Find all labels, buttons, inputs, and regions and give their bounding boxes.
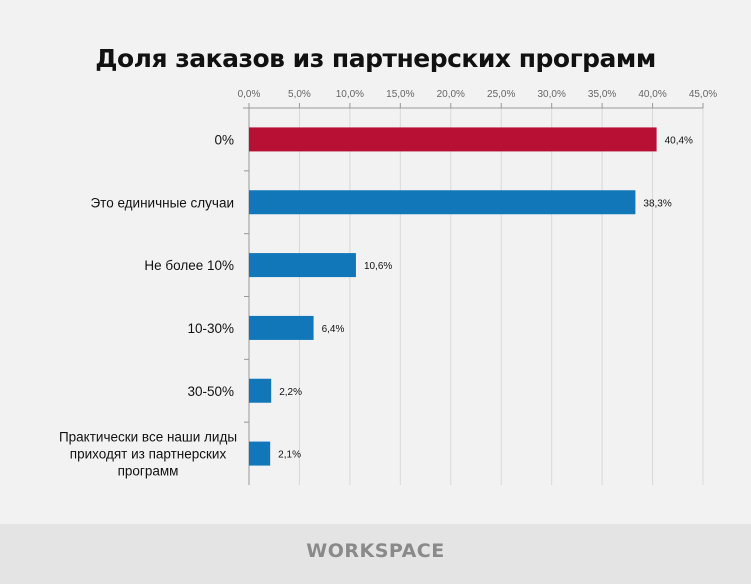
data-label: 2,1% [278,450,301,461]
x-tick-label: 15,0% [386,89,414,100]
bar-chart: 0,0% 5,0% 10,0% 15,0% 20,0% 25,0% 30,0% 35,0% 40… [59,89,717,485]
bar [249,441,271,466]
x-tick-label: 5,0% [288,89,311,100]
x-tick-label: 20,0% [437,89,465,100]
x-tick-label: 10,0% [336,89,364,100]
x-tick-label: 45,0% [689,89,717,100]
data-label: 38,3% [643,198,671,209]
category-label: Не более 10% [144,258,234,273]
chart-title: Доля заказов из партнерских программ [95,44,656,73]
data-label: 2,2% [279,387,302,398]
data-label: 40,4% [665,135,693,146]
x-tick-label: 40,0% [638,89,666,100]
bar [249,127,657,152]
data-label: 6,4% [322,324,345,335]
bar [249,190,636,215]
category-label: 30-50% [187,384,234,399]
bar [249,315,314,340]
category-label: 10-30% [187,321,234,336]
x-tick-label: 35,0% [588,89,616,100]
data-label: 10,6% [364,261,392,272]
footer: WORKSPACE [0,524,751,584]
x-tick-label: 30,0% [537,89,565,100]
category-label: Это единичные случаи [90,195,234,210]
category-label: 0% [214,132,234,147]
bar [249,253,356,278]
x-tick-label: 0,0% [238,89,261,100]
bar [249,378,272,403]
x-tick-label: 25,0% [487,89,515,100]
category-label: Практически все наши лиды приходят из пар… [59,430,237,479]
workspace-logo: WORKSPACE [306,540,445,562]
